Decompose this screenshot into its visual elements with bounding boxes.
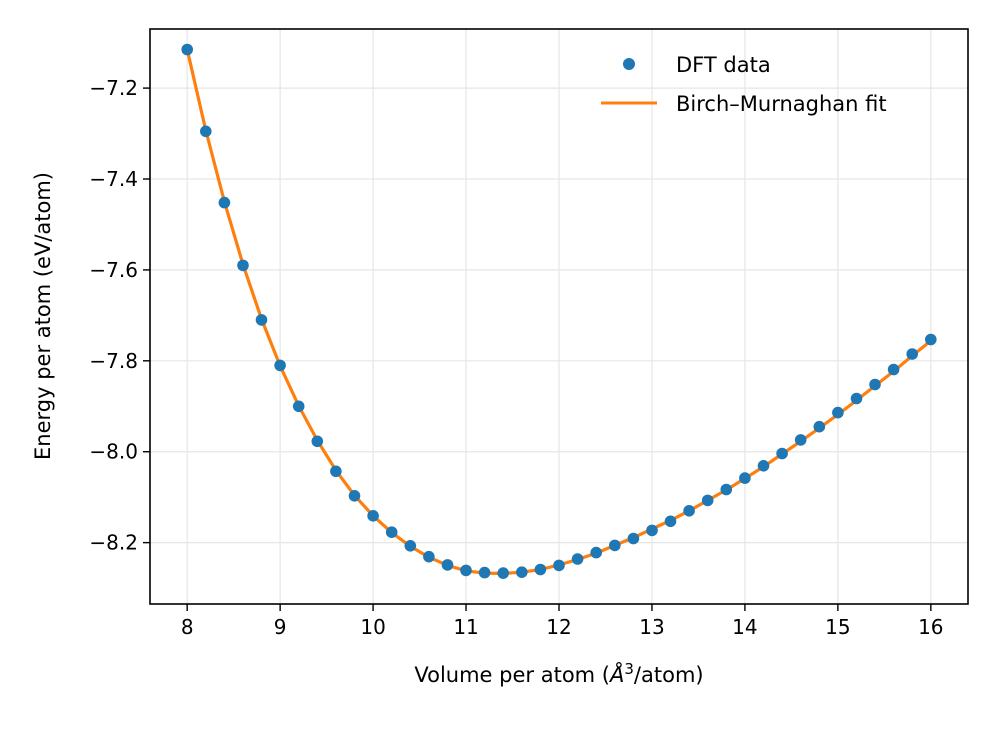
data-point <box>571 553 584 565</box>
y-tick-label: −8.2 <box>89 531 138 555</box>
x-axis-ticks: 8 9 10 11 12 13 14 15 16 <box>181 604 944 639</box>
data-point <box>404 540 417 552</box>
data-point <box>757 460 770 472</box>
data-point <box>683 505 695 517</box>
data-point <box>887 363 900 376</box>
data-point <box>590 546 602 559</box>
x-axis-label: Volume per atom (Å3/atom) <box>414 660 703 687</box>
data-point <box>794 434 807 446</box>
y-tick-label: −7.2 <box>89 76 138 100</box>
data-point <box>423 550 435 563</box>
data-point <box>237 259 249 272</box>
legend-marker-dft <box>623 58 635 70</box>
y-axis-label: Energy per atom (eV/atom) <box>31 172 55 460</box>
x-tick-label: 9 <box>274 615 287 639</box>
x-tick-label: 12 <box>546 615 571 639</box>
grid <box>150 29 968 604</box>
data-point <box>739 472 751 484</box>
x-tick-label: 14 <box>732 615 757 639</box>
data-point <box>255 314 268 326</box>
y-tick-label: −7.6 <box>89 258 138 282</box>
data-point <box>218 196 231 209</box>
data-point <box>274 359 286 372</box>
data-point <box>330 465 342 478</box>
legend-label-fit: Birch–Murnaghan fit <box>676 92 887 116</box>
x-tick-label: 10 <box>360 615 385 639</box>
x-tick-label: 8 <box>181 615 194 639</box>
data-point <box>646 524 658 537</box>
data-point <box>701 494 714 507</box>
data-point <box>813 420 826 433</box>
data-point <box>906 348 918 360</box>
data-point <box>348 490 361 502</box>
data-point <box>609 539 621 552</box>
data-point <box>200 125 212 138</box>
data-point <box>460 564 472 577</box>
data-point <box>534 563 547 576</box>
data-point <box>869 378 881 391</box>
data-point <box>441 559 454 571</box>
data-points-layer <box>181 43 937 579</box>
data-point <box>181 43 193 56</box>
data-point <box>478 566 491 579</box>
data-point <box>311 435 324 448</box>
data-point <box>850 392 863 405</box>
y-axis-ticks: −7.2 −7.4 −7.6 −7.8 −8.0 −8.2 <box>89 76 150 555</box>
x-tick-label: 16 <box>918 615 943 639</box>
data-point <box>627 532 640 545</box>
data-point <box>497 567 510 579</box>
data-point <box>925 333 937 346</box>
x-tick-label: 11 <box>453 615 478 639</box>
y-tick-label: −7.4 <box>89 167 138 191</box>
data-point <box>720 483 733 496</box>
data-point <box>516 566 528 578</box>
data-point <box>832 406 844 419</box>
legend-label-dft: DFT data <box>676 53 771 77</box>
data-point <box>664 515 677 528</box>
x-tick-label: 15 <box>825 615 850 639</box>
y-tick-label: −8.0 <box>89 440 138 464</box>
data-point <box>385 526 398 538</box>
data-point <box>776 447 788 460</box>
data-point <box>553 559 565 572</box>
data-point <box>292 400 305 413</box>
y-tick-label: −7.8 <box>89 349 138 373</box>
x-tick-label: 13 <box>639 615 664 639</box>
data-point <box>367 510 379 522</box>
legend: DFT data Birch–Murnaghan fit <box>601 53 887 116</box>
